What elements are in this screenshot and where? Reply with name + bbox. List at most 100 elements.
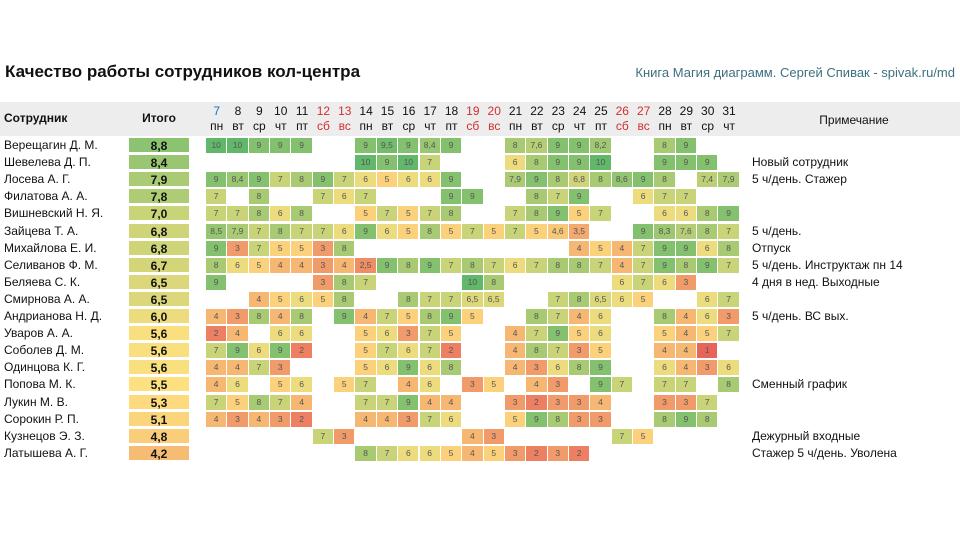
total-score: 5,6 xyxy=(128,359,190,376)
heatmap-cell: 7 xyxy=(526,257,547,273)
heatmap-cell: 9 xyxy=(291,138,312,153)
heatmap-cell: 7 xyxy=(376,343,398,359)
heatmap-cell: 3 xyxy=(312,240,334,256)
heatmap-cell: 6 xyxy=(419,172,440,188)
day-number: 29 xyxy=(679,104,694,118)
heatmap-cell: 5 xyxy=(270,240,291,256)
heatmap-cell: 5 xyxy=(398,206,419,222)
total-score: 6,7 xyxy=(128,256,190,273)
day-number: 20 xyxy=(487,104,501,118)
heatmap-cell: 8 xyxy=(419,309,440,324)
heatmap-cell: 4 xyxy=(568,309,590,324)
heatmap-cell: 8 xyxy=(334,240,355,256)
heatmap-cell: 5 xyxy=(440,445,462,461)
heatmap-cell: 8,4 xyxy=(419,138,440,153)
heatmap-cell: 9 xyxy=(355,223,376,239)
heatmap-cell: 6 xyxy=(718,360,739,376)
heatmap-cell: 4 xyxy=(504,343,526,359)
heatmap-cell: 7 xyxy=(504,206,526,222)
heatmap-cell: 8 xyxy=(334,274,355,290)
heatmap-cell: 8 xyxy=(462,257,483,273)
day-number: 27 xyxy=(636,104,651,118)
heatmap-cell: 2 xyxy=(206,326,227,342)
heatmap-cell: 7 xyxy=(419,326,440,342)
heatmap-cell: 6 xyxy=(654,360,675,376)
employee-name: Кузнецов Э. З. xyxy=(4,428,85,443)
heatmap-cell: 7 xyxy=(440,257,462,273)
heatmap-cell: 7 xyxy=(270,172,291,188)
day-number: 30 xyxy=(701,104,715,118)
heatmap-cell: 6 xyxy=(398,343,419,359)
heatmap-cell: 7 xyxy=(633,257,654,273)
heatmap-cell: 7 xyxy=(718,257,739,273)
heatmap-cell: 5 xyxy=(483,377,504,393)
heatmap-cell: 7 xyxy=(718,291,739,307)
employee-note: 5 ч/день. Инструктаж пн 14 xyxy=(752,257,903,272)
heatmap-cell: 4 xyxy=(206,377,227,393)
heatmap-cell: 5 xyxy=(568,326,590,342)
weekday-label: сб xyxy=(316,119,330,133)
weekday-label: чт xyxy=(274,119,287,133)
weekday-label: ср xyxy=(551,119,565,133)
heatmap-cell: 7 xyxy=(590,206,611,222)
heatmap-cell: 6 xyxy=(697,309,718,324)
heatmap-cell: 6 xyxy=(291,291,312,307)
heatmap-cell: 3 xyxy=(526,360,547,376)
heatmap-cell: 4 xyxy=(504,360,526,376)
heatmap-cell: 3 xyxy=(697,360,718,376)
heatmap-cell: 9 xyxy=(248,172,270,188)
heatmap-cell: 7 xyxy=(419,155,440,171)
heatmap-cell: 7 xyxy=(248,240,270,256)
heatmap-cell: 8 xyxy=(248,394,270,410)
heatmap-cell: 9 xyxy=(355,138,376,153)
weekday-label: пн xyxy=(658,119,672,133)
heatmap-cell: 6 xyxy=(590,326,611,342)
heatmap-cell: 8 xyxy=(526,309,547,324)
heatmap-cell: 4 xyxy=(675,326,697,342)
heatmap-cell: 7 xyxy=(675,377,697,393)
heatmap-cell: 5 xyxy=(440,223,462,239)
heatmap-cell: 8 xyxy=(697,223,718,239)
heatmap-cell: 8 xyxy=(291,172,312,188)
heatmap-cell: 6 xyxy=(590,309,611,324)
total-score: 8,4 xyxy=(128,154,190,171)
heatmap-cell: 5 xyxy=(590,240,611,256)
heatmap-cell: 6 xyxy=(654,206,675,222)
employee-name: Селиванов Ф. М. xyxy=(4,257,98,272)
heatmap-cell: 7 xyxy=(547,189,568,205)
weekday-label: чт xyxy=(573,119,586,133)
heatmap-cell: 6 xyxy=(440,411,462,427)
heatmap-cell: 6 xyxy=(248,343,270,359)
heatmap-cell: 5 xyxy=(291,240,312,256)
heatmap-cell: 3 xyxy=(654,394,675,410)
heatmap-cell: 4 xyxy=(611,257,632,273)
heatmap-cell: 7 xyxy=(376,445,398,461)
heatmap-cell: 9 xyxy=(440,189,462,205)
total-score: 6,8 xyxy=(128,222,190,239)
heatmap-cell: 7,9 xyxy=(227,223,248,239)
day-number: 16 xyxy=(402,104,416,118)
heatmap-cell: 8 xyxy=(206,257,227,273)
heatmap-cell: 9 xyxy=(398,394,419,410)
heatmap-cell: 9 xyxy=(462,189,483,205)
heatmap-cell: 9 xyxy=(206,172,227,188)
heatmap-cell: 3 xyxy=(568,394,590,410)
heatmap-cell: 10 xyxy=(355,155,376,171)
heatmap-cell: 4 xyxy=(270,257,291,273)
heatmap-cell: 8,5 xyxy=(206,223,227,239)
column-header-total: Итого xyxy=(142,111,176,125)
day-number: 10 xyxy=(274,104,288,118)
employee-name: Сорокин Р. П. xyxy=(4,411,79,426)
heatmap-cell: 7 xyxy=(654,189,675,205)
heatmap-cell: 4 xyxy=(227,326,248,342)
day-number: 14 xyxy=(359,104,373,118)
weekday-label: чт xyxy=(723,119,735,133)
heatmap-cell: 7 xyxy=(675,189,697,205)
heatmap-cell: 7 xyxy=(504,223,526,239)
total-score: 5,6 xyxy=(128,325,190,342)
heatmap-cell: 7 xyxy=(312,223,334,239)
heatmap-cell: 4 xyxy=(376,411,398,427)
heatmap-cell: 5 xyxy=(526,223,547,239)
heatmap-cell: 3 xyxy=(547,445,568,461)
heatmap-cell: 8 xyxy=(654,309,675,324)
